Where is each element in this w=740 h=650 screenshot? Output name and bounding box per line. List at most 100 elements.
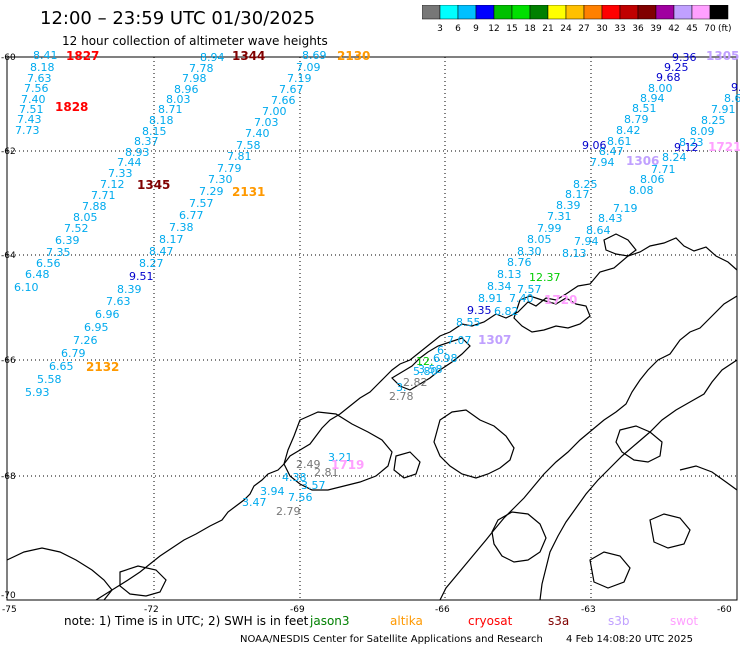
wave-height-value: 7.67	[279, 83, 304, 96]
wave-height-value: 7.51	[19, 103, 44, 116]
wave-height-value: 6.82	[494, 305, 519, 318]
mission-altika: altika	[390, 614, 423, 628]
wave-height-value: 8.24	[662, 151, 687, 164]
wave-height-value: 7.73	[15, 124, 40, 137]
wave-height-value: 7.78	[189, 62, 214, 75]
track-time-label: 1344	[232, 49, 266, 63]
wave-height-value: 8.55	[456, 316, 481, 329]
wave-height-value: 12.37	[529, 271, 561, 284]
wave-height-value: 8.43	[598, 212, 623, 225]
wave-height-value: 7.98	[182, 72, 207, 85]
lat-label: -64	[1, 251, 16, 261]
wave-height-value: 7.35	[46, 246, 71, 259]
wave-height-value: 8.17	[159, 233, 184, 246]
coastline	[6, 233, 738, 601]
track-time-label: 1827	[66, 49, 100, 63]
wave-height-value: 9.51	[129, 270, 154, 283]
wave-height-value: 8.18	[30, 61, 55, 74]
wave-height-value: 9.36	[672, 51, 697, 64]
colorbar-tick: 27	[578, 24, 589, 34]
wave-height-value: 8.96	[174, 83, 199, 96]
lat-label: -60	[1, 53, 16, 63]
colorbar-tick: 39	[650, 24, 662, 34]
wave-height-value: 8.47	[599, 145, 624, 158]
wave-height-value: 7.52	[64, 222, 89, 235]
wave-height-value: 8.00	[648, 82, 673, 95]
wave-height-value: 6.65	[49, 360, 74, 373]
mission-swot: swot	[670, 614, 699, 628]
wave-height-value: 7.12	[100, 178, 125, 191]
wave-height-value: 8.64	[586, 224, 611, 237]
wave-height-value: 6.10	[14, 281, 39, 294]
footer-timestamp: 4 Feb 14:08:20 UTC 2025	[566, 634, 694, 645]
wave-height-value: 6.98	[433, 352, 458, 365]
wave-height-value: 7.29	[199, 185, 224, 198]
lon-label: -63	[581, 605, 596, 615]
wave-height-value: 7.40	[21, 93, 46, 106]
wave-height-value: 8.17	[565, 188, 590, 201]
footer: NOAA/NESDIS Center for Satellite Applica…	[240, 634, 713, 645]
lon-label: -72	[144, 605, 159, 615]
colorbar-unit: (ft)	[718, 24, 732, 34]
colorbar-tick: 70	[704, 24, 716, 34]
wave-height-value: 8.93	[125, 146, 150, 159]
lon-label: -69	[290, 605, 305, 615]
wave-height-value: 7.44	[117, 156, 142, 169]
track-time-label: 1828	[55, 100, 89, 114]
wave-height-value: 7.94	[590, 156, 615, 169]
wave-height-value: 7.43	[17, 113, 42, 126]
wave-height-value: 3.	[396, 381, 407, 394]
wave-height-value: 2.82	[403, 376, 428, 389]
wave-height-value: 7.58	[236, 139, 261, 152]
wave-height-value: 2.49	[296, 458, 321, 471]
wave-height-value: 7.71	[651, 163, 676, 176]
wave-height-value: 7.00	[262, 105, 287, 118]
wave-height-value: 8.13	[562, 247, 587, 260]
colorbar-tick: 30	[596, 24, 608, 34]
wave-height-value: 8.18	[149, 114, 174, 127]
wave-height-value: 3.58	[418, 363, 443, 376]
wave-height-value: 8.08	[629, 184, 654, 197]
lat-label: -68	[1, 472, 16, 482]
wave-height-value: 7.79	[217, 162, 242, 175]
track-time-label: 1306	[626, 154, 660, 168]
wave-height-value: 8.71	[158, 103, 183, 116]
track-time-label: 1307	[478, 333, 512, 347]
footer-credit: NOAA/NESDIS Center for Satellite Applica…	[240, 634, 543, 645]
wave-height-value: 9.25	[664, 61, 689, 74]
wave-height-value: 8.41	[33, 49, 58, 62]
wave-height-value: 8.94	[200, 51, 225, 64]
mission-s3b: s3b	[608, 614, 630, 628]
wave-height-value: 8.61	[607, 135, 632, 148]
wave-height-value: 7.03	[254, 116, 279, 129]
wave-height-value: 8.42	[616, 124, 641, 137]
track-time-label: 1721	[708, 140, 740, 154]
lon-label: -60	[717, 605, 732, 615]
colorbar-tick: 33	[614, 24, 625, 34]
wave-height-value: 8.39	[556, 199, 581, 212]
colorbar-tick: 3	[437, 24, 443, 34]
wave-height-value: 7.38	[169, 221, 194, 234]
mission-cryosat: cryosat	[468, 614, 513, 628]
wave-height-value: 8.39	[117, 283, 142, 296]
wave-height-value: 2.81	[314, 466, 339, 479]
colorbar-swatch	[709, 5, 729, 20]
wave-height-value: 7.63	[27, 72, 52, 85]
wave-height-value: 8.34	[487, 280, 512, 293]
colorbar-tick: 15	[506, 24, 517, 34]
wave-height-value: 7.07	[447, 334, 472, 347]
colorbar-tick: 45	[686, 24, 697, 34]
wave-height-value: 8.94	[640, 92, 665, 105]
wave-height-value: 7.56	[288, 491, 313, 504]
lat-label: -66	[1, 356, 16, 366]
wave-height-value: 7.71	[91, 189, 116, 202]
wave-height-value: 8.91	[478, 292, 503, 305]
wave-height-value: 8.6	[724, 92, 740, 105]
wave-height-value: 6.39	[55, 234, 80, 247]
wave-height-value: 8.25	[573, 178, 598, 191]
wave-height-value: 8.79	[624, 113, 649, 126]
wave-height-value: 7.40	[245, 127, 270, 140]
wave-height-value: 12.	[416, 355, 434, 368]
wave-height-value: 8.47	[149, 245, 174, 258]
